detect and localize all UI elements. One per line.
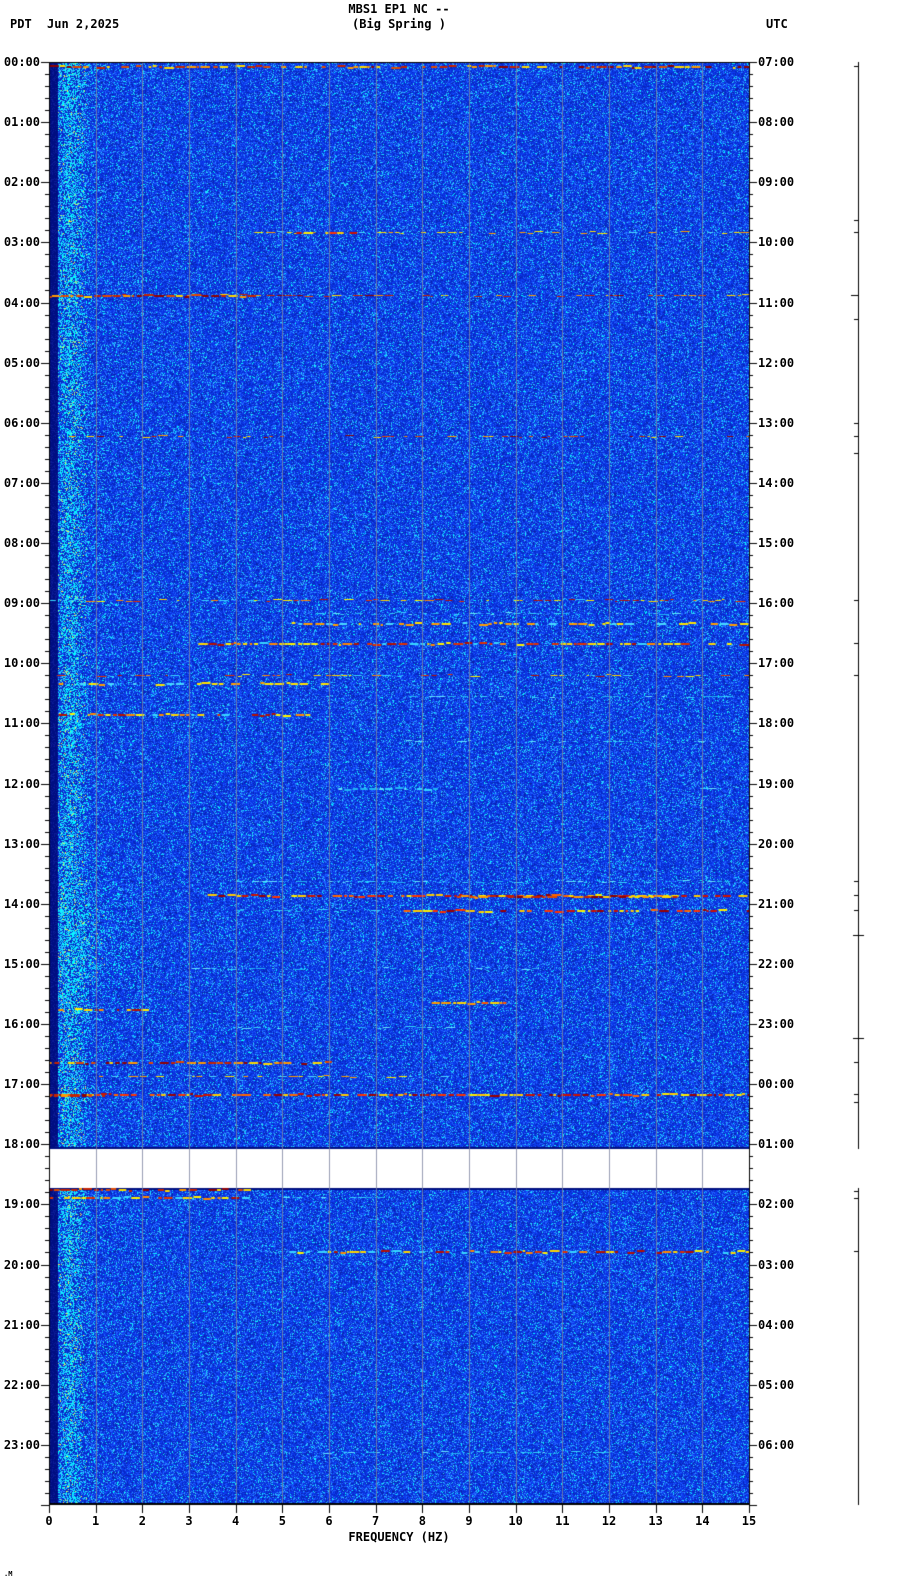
- left-axis-label: 18:00: [3, 1137, 40, 1152]
- right-axis-label: 19:00: [758, 776, 795, 791]
- left-axis-label: 12:00: [3, 776, 40, 791]
- left-axis-label: 07:00: [3, 475, 40, 490]
- x-axis-tick-label: 15: [741, 1514, 757, 1528]
- left-axis-label: 16:00: [3, 1017, 40, 1031]
- x-axis-tick-label: 9: [465, 1514, 473, 1528]
- left-axis-label: 19:00: [3, 1197, 40, 1212]
- right-axis-label: 22:00: [758, 956, 795, 971]
- left-axis-label: 00:00: [3, 55, 40, 69]
- x-axis-tick-label: 7: [372, 1514, 380, 1528]
- right-axis-label: 12:00: [758, 355, 795, 370]
- x-axis-tick-label: 0: [45, 1514, 53, 1528]
- left-axis-label: 20:00: [3, 1257, 40, 1272]
- left-axis-label: 04:00: [3, 295, 40, 310]
- right-axis-label: 21:00: [758, 896, 795, 911]
- right-timezone-label: UTC: [766, 17, 788, 31]
- right-axis-label: 00:00: [758, 1077, 795, 1092]
- right-axis-label: 15:00: [758, 536, 795, 550]
- x-axis-tick-label: 14: [695, 1514, 710, 1528]
- x-axis-tick-label: 12: [601, 1514, 617, 1528]
- left-axis-label: 21:00: [3, 1317, 40, 1332]
- right-axis-label: 14:00: [758, 475, 795, 490]
- right-axis-label: 18:00: [758, 716, 795, 731]
- left-axis-label: 06:00: [3, 415, 40, 430]
- left-axis-label: 23:00: [3, 1437, 40, 1452]
- right-axis-label: 11:00: [758, 295, 795, 310]
- right-axis-label: 23:00: [758, 1017, 795, 1031]
- left-axis-label: 03:00: [3, 235, 40, 250]
- right-axis-label: 04:00: [758, 1317, 795, 1332]
- left-axis-label: 05:00: [3, 355, 40, 370]
- page-title: MBS1 EP1 NC --: [348, 2, 450, 16]
- page-subtitle: (Big Spring ): [352, 17, 446, 31]
- x-axis-tick-label: 4: [232, 1514, 240, 1528]
- right-axis-label: 07:00: [758, 55, 795, 69]
- left-axis-label: 22:00: [3, 1377, 40, 1392]
- right-axis-label: 05:00: [758, 1377, 795, 1392]
- corner-mark: .M: [4, 1570, 13, 1578]
- x-axis-tick-label: 8: [418, 1514, 426, 1528]
- right-axis-label: 17:00: [758, 656, 795, 671]
- date-label: Jun 2,2025: [47, 17, 120, 31]
- x-axis-tick-label: 13: [648, 1514, 663, 1528]
- right-axis-label: 06:00: [758, 1437, 795, 1452]
- left-axis-label: 11:00: [3, 716, 40, 731]
- right-axis-label: 13:00: [758, 415, 795, 430]
- right-axis-label: 08:00: [758, 115, 795, 130]
- left-axis-label: 02:00: [3, 175, 40, 190]
- left-axis-label: 01:00: [3, 115, 40, 130]
- right-axis-label: 16:00: [758, 596, 795, 611]
- x-axis-tick-label: 2: [138, 1514, 146, 1528]
- x-axis-tick-label: 3: [185, 1514, 193, 1528]
- x-axis-tick-label: 5: [278, 1514, 286, 1528]
- left-axis-label: 17:00: [3, 1077, 40, 1092]
- left-axis-label: 09:00: [3, 596, 40, 611]
- right-axis-label: 02:00: [758, 1197, 795, 1212]
- x-axis-title: FREQUENCY (HZ): [348, 1530, 450, 1544]
- right-axis-label: 01:00: [758, 1137, 795, 1152]
- x-axis-tick-label: 1: [92, 1514, 100, 1528]
- left-axis-label: 15:00: [3, 956, 40, 971]
- left-timezone-label: PDT: [10, 17, 32, 31]
- left-axis-label: 14:00: [3, 896, 40, 911]
- right-axis-label: 03:00: [758, 1257, 795, 1272]
- right-axis-label: 20:00: [758, 836, 795, 851]
- x-axis-tick-label: 10: [508, 1514, 523, 1528]
- left-axis-label: 10:00: [3, 656, 40, 671]
- right-axis-label: 10:00: [758, 235, 795, 250]
- right-axis-label: 09:00: [758, 175, 795, 190]
- left-axis-label: 08:00: [3, 536, 40, 550]
- x-axis-tick-label: 6: [325, 1514, 333, 1528]
- x-axis-tick-label: 11: [555, 1514, 570, 1528]
- left-axis-label: 13:00: [3, 836, 40, 851]
